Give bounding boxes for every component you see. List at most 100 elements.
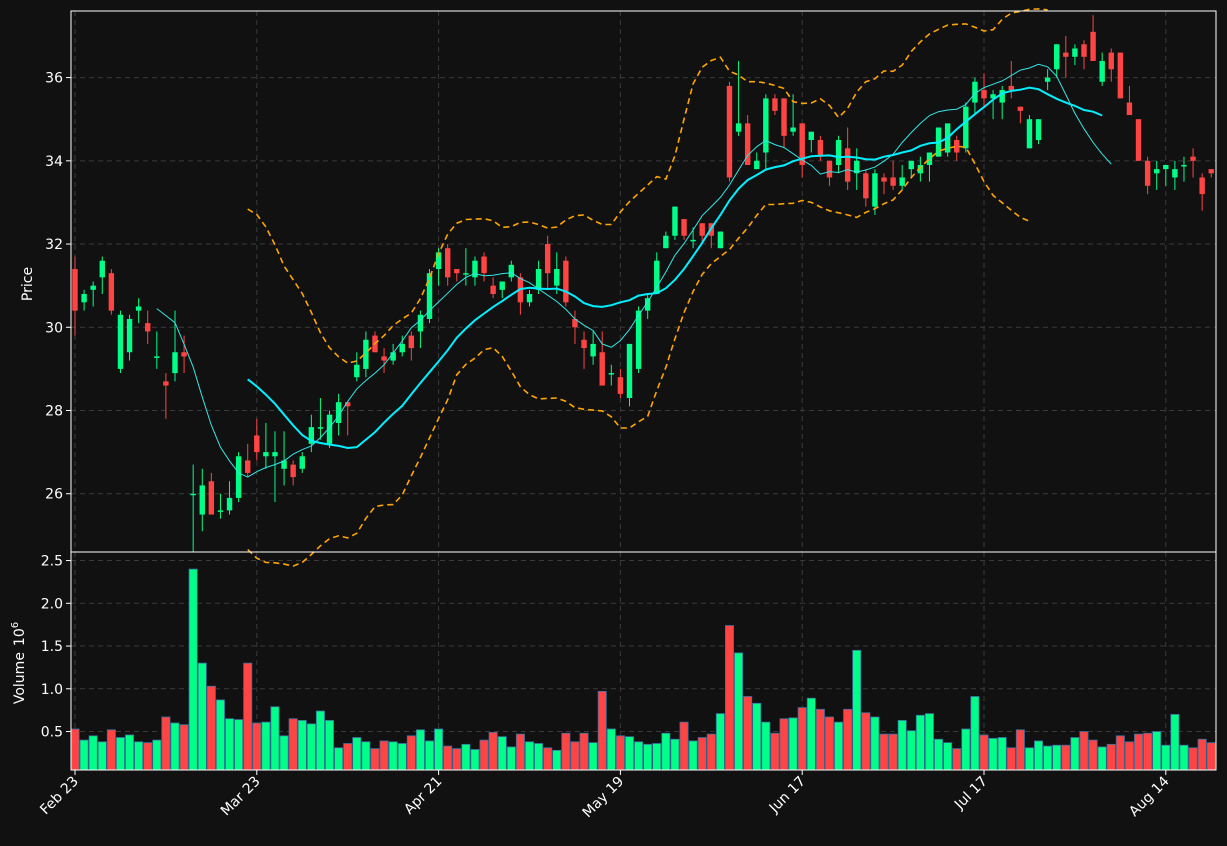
- candle-body: [335, 402, 342, 423]
- volume-bar: [761, 721, 771, 771]
- volume-bar: [1188, 747, 1198, 771]
- volume-tick-label: 1.5: [41, 639, 63, 655]
- volume-bar: [952, 748, 962, 771]
- candle-body: [181, 352, 187, 357]
- candle-body: [163, 381, 169, 386]
- volume-bar: [243, 662, 253, 771]
- candle-body: [817, 140, 824, 157]
- candle-body: [854, 160, 860, 174]
- price-tick-label: 36: [45, 71, 63, 87]
- candle-body: [999, 90, 1005, 103]
- volume-bar: [379, 740, 389, 771]
- volume-bar: [261, 721, 271, 771]
- volume-bar: [1015, 729, 1025, 771]
- candle-body: [326, 414, 333, 444]
- candle-body: [481, 256, 487, 274]
- candle-body: [590, 343, 596, 357]
- candle-body: [699, 223, 705, 236]
- volume-bar: [561, 732, 571, 771]
- candle-body: [863, 173, 869, 199]
- volume-axis-exponent: 6: [10, 622, 21, 628]
- volume-tick-label: 2.0: [41, 596, 63, 612]
- candle-body: [963, 106, 969, 149]
- volume-bar: [397, 743, 407, 771]
- volume-bar: [125, 734, 135, 771]
- volume-bar: [879, 733, 889, 771]
- candle-body: [790, 127, 796, 132]
- candle-body: [781, 98, 787, 136]
- volume-bar: [134, 741, 144, 771]
- volume-bar: [1152, 731, 1162, 771]
- candle-body: [635, 310, 642, 369]
- price-tick-label: 30: [45, 320, 63, 336]
- volume-bar: [597, 690, 607, 771]
- volume-bar: [634, 741, 644, 771]
- volume-bar: [961, 728, 971, 771]
- candle-body: [599, 352, 605, 386]
- volume-bar: [415, 729, 425, 771]
- candle-body: [1099, 60, 1105, 82]
- volume-bar: [734, 652, 744, 771]
- candle-body: [299, 456, 305, 469]
- candle-body: [1181, 164, 1187, 167]
- candle-body: [1017, 106, 1024, 111]
- candle-body: [872, 173, 878, 207]
- volume-bar: [743, 696, 753, 771]
- candle-body: [444, 248, 451, 278]
- candle-body: [735, 123, 742, 132]
- volume-bar: [288, 718, 298, 771]
- candle-body: [835, 140, 842, 165]
- volume-bar: [1006, 747, 1016, 771]
- volume-bar: [924, 713, 934, 771]
- volume-bar: [1170, 714, 1180, 771]
- candle-body: [1172, 169, 1178, 178]
- volume-bar: [197, 662, 207, 771]
- candle-body: [345, 402, 351, 407]
- volume-bar: [970, 696, 980, 771]
- volume-bar: [325, 720, 335, 771]
- volume-bar: [461, 743, 471, 771]
- candle-body: [308, 427, 315, 444]
- candle-body: [1144, 160, 1151, 186]
- volume-bar: [115, 737, 125, 771]
- candle-body: [254, 435, 260, 453]
- volume-bar: [1061, 744, 1071, 771]
- candle-body: [726, 85, 733, 178]
- candle-body: [1154, 169, 1160, 174]
- volume-bar: [1034, 740, 1044, 771]
- candle-body: [608, 373, 615, 375]
- candle-body: [1163, 164, 1169, 170]
- volume-bar: [225, 718, 235, 771]
- candle-body: [1044, 77, 1051, 82]
- moving-average-slow-line: [247, 86, 1103, 450]
- volume-bar: [70, 728, 80, 771]
- candle-body: [1090, 31, 1096, 61]
- candle-body: [235, 456, 242, 498]
- volume-panel-frame: [70, 551, 1217, 771]
- volume-bar: [997, 737, 1007, 771]
- volume-bar: [652, 743, 662, 771]
- candle-body: [245, 460, 251, 473]
- volume-bar: [79, 739, 89, 771]
- volume-bar: [897, 720, 907, 771]
- candle-body: [426, 273, 433, 319]
- candle-body: [544, 244, 551, 274]
- candle-body: [899, 177, 905, 186]
- candle-body: [826, 160, 833, 178]
- volume-tick-label: 0.5: [41, 725, 63, 741]
- candle-body: [972, 81, 978, 103]
- volume-bar: [525, 741, 535, 771]
- candle-body: [108, 273, 115, 311]
- volume-bar: [688, 740, 698, 771]
- volume-bar: [843, 708, 853, 771]
- candle-body: [917, 164, 924, 174]
- candle-body: [563, 260, 569, 303]
- candle-body: [690, 239, 696, 242]
- volume-bar: [388, 741, 398, 771]
- volume-bar: [979, 734, 989, 771]
- volume-bar: [506, 746, 516, 771]
- volume-bar: [1024, 747, 1034, 771]
- volume-bar: [206, 685, 216, 771]
- candle-body: [117, 314, 124, 369]
